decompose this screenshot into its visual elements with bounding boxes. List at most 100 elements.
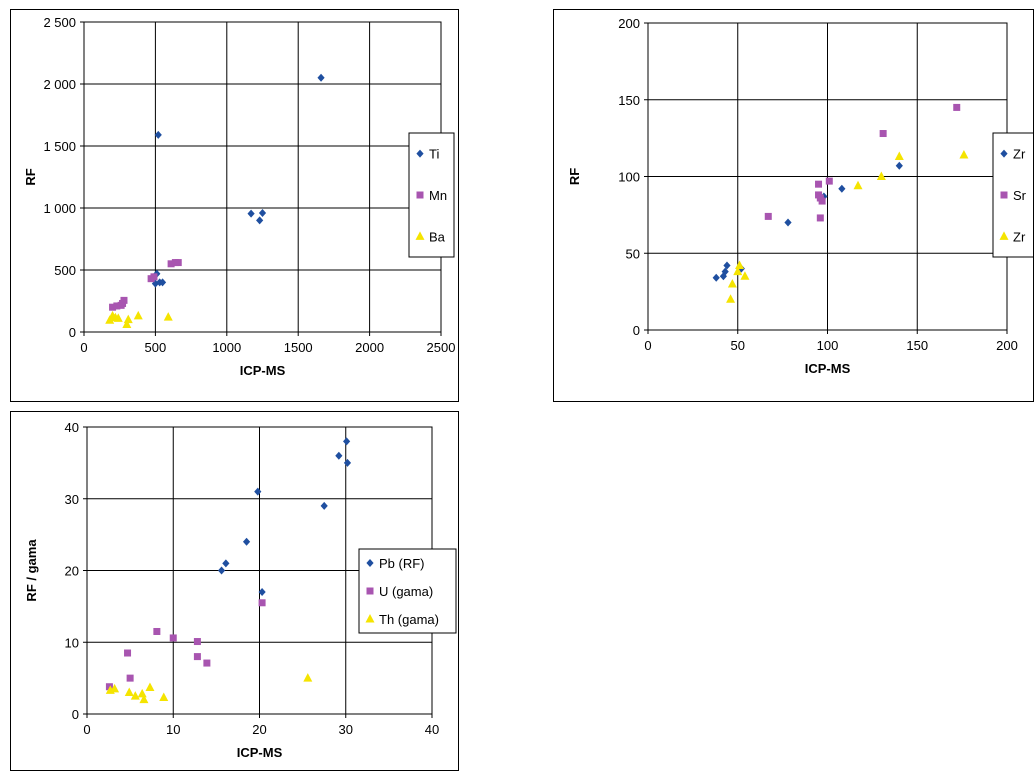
x-tick-label: 2500 xyxy=(427,340,456,355)
series-2-points xyxy=(764,103,961,222)
data-point xyxy=(203,659,211,667)
data-point xyxy=(258,588,266,597)
x-tick-label: 20 xyxy=(252,722,266,737)
data-point xyxy=(726,294,736,303)
data-point xyxy=(343,458,352,467)
legend-marker xyxy=(366,559,374,567)
legend-marker xyxy=(365,614,375,623)
y-tick-label: 500 xyxy=(54,263,76,278)
y-tick-label: 100 xyxy=(618,170,640,185)
legend-label: Ba xyxy=(429,229,446,244)
chart-svg-2: 0 50 100 150 200 0 50 100 150 200 ICP-MS RF Zr Sr Zr xyxy=(567,16,1033,376)
data-point xyxy=(320,501,328,510)
x-tick-label: 0 xyxy=(80,340,87,355)
x-axis-title-3: ICP-MS xyxy=(237,745,283,760)
data-point xyxy=(721,267,729,276)
x-axis-title-2: ICP-MS xyxy=(805,361,851,376)
x-tick-label: 0 xyxy=(83,722,90,737)
y-tick-label: 0 xyxy=(633,323,640,338)
legend-marker xyxy=(366,587,374,595)
y-tick-label: 150 xyxy=(618,93,640,108)
data-point xyxy=(894,151,904,161)
data-point xyxy=(113,302,121,310)
x-tick-label: 500 xyxy=(145,340,167,355)
x-tick-label: 10 xyxy=(166,722,180,737)
data-point xyxy=(110,683,120,693)
data-point xyxy=(130,691,140,700)
x-tick-label: 0 xyxy=(644,338,651,353)
y-tick-label: 10 xyxy=(65,635,79,650)
data-point xyxy=(733,266,743,276)
data-point xyxy=(895,161,903,170)
x-tick-label: 100 xyxy=(817,338,839,353)
series-3-points xyxy=(726,150,969,303)
data-point xyxy=(825,177,833,185)
data-point xyxy=(137,688,147,698)
data-point xyxy=(113,313,123,322)
x-tick-label: 30 xyxy=(339,722,353,737)
data-point xyxy=(123,314,133,324)
y-tick-label: 200 xyxy=(618,16,640,31)
data-point xyxy=(105,683,113,691)
data-point xyxy=(133,310,143,320)
data-point xyxy=(120,296,128,304)
data-point xyxy=(222,559,230,568)
chart-svg-3: 0 10 20 30 40 0 10 20 30 40 ICP-MS RF / gama Pb (RF)… xyxy=(24,420,457,760)
data-point xyxy=(303,673,313,682)
y-tick-label: 20 xyxy=(65,564,79,579)
legend-marker xyxy=(416,191,424,199)
data-point xyxy=(139,694,149,704)
legend-label: Zr xyxy=(1013,229,1026,244)
data-point xyxy=(109,303,117,311)
legend-label: Zr xyxy=(1013,147,1026,162)
y-tick-label: 40 xyxy=(65,420,79,435)
data-point xyxy=(735,260,745,270)
legend-box xyxy=(992,132,1033,258)
x-tick-label: 40 xyxy=(425,722,439,737)
data-point xyxy=(853,180,863,190)
data-point xyxy=(124,649,132,657)
legend-marker xyxy=(1000,149,1008,158)
x-tick-label: 1000 xyxy=(212,340,241,355)
data-point xyxy=(317,73,325,82)
data-point xyxy=(163,312,173,321)
data-point xyxy=(159,692,169,701)
series-2-points xyxy=(109,259,182,311)
data-point xyxy=(153,627,161,635)
data-point xyxy=(158,278,167,287)
legend-marker xyxy=(415,231,425,240)
legend-label: U (gama) xyxy=(379,584,433,599)
data-point xyxy=(815,180,823,188)
y-tick-label: 30 xyxy=(65,492,79,507)
y-axis-title-3: RF / gama xyxy=(24,539,39,602)
data-point xyxy=(820,192,828,201)
data-point xyxy=(879,130,887,138)
y-axis-title-2: RF xyxy=(567,168,582,185)
chart-panel-2: 0 50 100 150 200 0 50 100 150 200 ICP-MS RF Zr Sr Zr xyxy=(553,9,1034,402)
data-point xyxy=(105,315,115,324)
data-point xyxy=(122,319,132,329)
data-point xyxy=(193,638,201,646)
data-point xyxy=(217,566,226,575)
legend-label: Th (gama) xyxy=(379,612,439,627)
legend-2: Zr Sr Zr xyxy=(992,132,1033,258)
data-point xyxy=(876,171,886,180)
data-point xyxy=(784,218,792,227)
legend-label: Ti xyxy=(429,147,439,162)
y-tick-label: 2 500 xyxy=(43,15,76,30)
legend-marker xyxy=(1000,191,1008,199)
y-tick-label: 1 500 xyxy=(43,139,76,154)
data-point xyxy=(727,278,737,288)
x-axis-title-1: ICP-MS xyxy=(240,363,286,378)
series-1-points xyxy=(217,437,352,597)
data-point xyxy=(343,437,351,446)
series-2-points xyxy=(105,599,266,691)
chart-panel-1: 0 500 1000 1500 2000 2500 0 500 1 000 1 500 2 000 2… xyxy=(10,9,459,402)
data-point xyxy=(740,271,750,280)
y-tick-label: 2 000 xyxy=(43,77,76,92)
data-point xyxy=(150,273,158,281)
x-tick-label: 1500 xyxy=(284,340,313,355)
data-point xyxy=(126,674,134,682)
data-point xyxy=(193,653,201,661)
